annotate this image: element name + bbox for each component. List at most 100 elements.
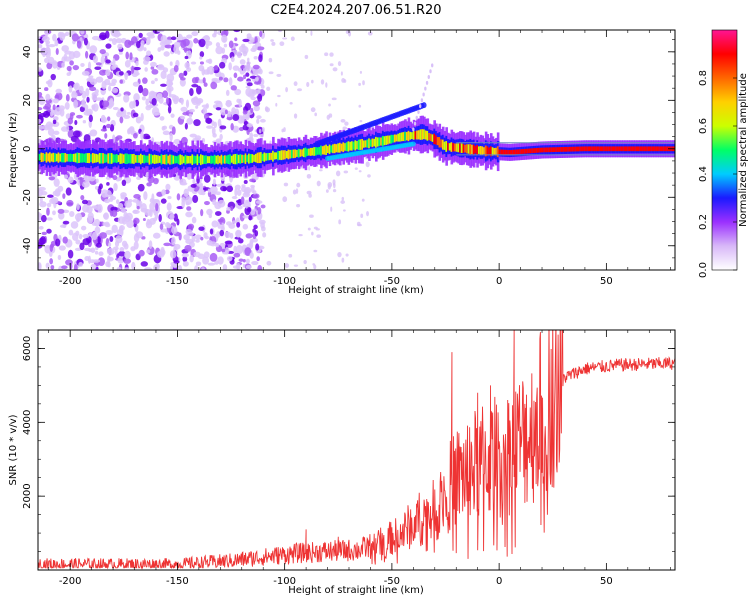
heatmap-cell bbox=[235, 245, 244, 254]
heatmap-cell bbox=[177, 264, 183, 270]
colorbar-tick-label: 0.0 bbox=[698, 262, 709, 278]
heatmap-cell bbox=[55, 238, 61, 247]
heatmap-cell bbox=[183, 234, 190, 241]
heatmap-cell bbox=[202, 35, 211, 41]
heatmap-cell bbox=[365, 161, 370, 168]
heatmap-cell bbox=[260, 204, 266, 209]
heatmap-cell bbox=[157, 47, 162, 52]
heatmap-cell bbox=[89, 86, 97, 92]
heatmap-cell bbox=[158, 213, 162, 223]
heatmap-cell bbox=[203, 251, 210, 259]
heatmap-cell bbox=[162, 90, 169, 99]
heatmap-cell bbox=[252, 193, 260, 199]
heatmap-cell bbox=[46, 228, 52, 234]
heatmap-cell bbox=[219, 61, 226, 69]
heatmap-cell bbox=[215, 107, 222, 111]
heatmap-cell bbox=[464, 144, 467, 153]
heatmap-cell bbox=[226, 116, 233, 121]
heatmap-cell bbox=[203, 82, 208, 87]
heatmap-cell bbox=[95, 97, 103, 101]
heatmap-cell bbox=[467, 144, 471, 154]
heatmap-cell bbox=[206, 125, 214, 129]
heatmap-cell bbox=[193, 251, 201, 258]
heatmap-cell bbox=[311, 79, 314, 84]
heatmap-cell bbox=[306, 173, 312, 179]
heatmap-cell bbox=[246, 61, 251, 65]
heatmap-cell bbox=[124, 39, 132, 49]
heatmap-cell bbox=[505, 149, 509, 155]
heatmap-cell bbox=[426, 130, 430, 141]
heatmap-cell bbox=[275, 152, 279, 160]
heatmap-cell bbox=[457, 143, 460, 153]
heatmap-cell bbox=[409, 131, 412, 140]
heatmap-cell bbox=[433, 133, 436, 145]
heatmap-cell bbox=[124, 153, 128, 164]
heatmap-cell bbox=[222, 155, 225, 164]
x-tick-label: -200 bbox=[59, 276, 82, 287]
heatmap-cell bbox=[271, 41, 276, 46]
heatmap-cell bbox=[284, 263, 290, 268]
heatmap-cell bbox=[343, 79, 347, 83]
heatmap-cell bbox=[166, 73, 175, 83]
heatmap-cell bbox=[448, 143, 452, 151]
heatmap-cell bbox=[135, 60, 139, 67]
heatmap-cell bbox=[240, 65, 245, 69]
heatmap-cell bbox=[524, 148, 527, 154]
heatmap-cell bbox=[282, 150, 285, 160]
heatmap-cell bbox=[146, 32, 155, 37]
heatmap-cell bbox=[127, 127, 135, 134]
heatmap-cell bbox=[304, 54, 309, 59]
heatmap-cell bbox=[244, 247, 252, 257]
heatmap-cell bbox=[123, 114, 131, 119]
heatmap-cell bbox=[240, 196, 245, 205]
heatmap-cell bbox=[134, 72, 140, 76]
heatmap-cell bbox=[79, 242, 85, 251]
heatmap-cell bbox=[165, 97, 170, 105]
heatmap-cell bbox=[203, 232, 208, 239]
heatmap-cell bbox=[162, 130, 170, 136]
heatmap-cell bbox=[178, 72, 185, 79]
heatmap-cell bbox=[237, 238, 244, 244]
heatmap-cell bbox=[173, 243, 181, 250]
heatmap-cell bbox=[160, 154, 164, 165]
heatmap-cell bbox=[81, 225, 87, 231]
heatmap-cell bbox=[343, 170, 349, 174]
heatmap-cell bbox=[146, 155, 150, 163]
heatmap-cell bbox=[50, 265, 55, 270]
heatmap-cell bbox=[325, 189, 329, 193]
heatmap-cell bbox=[429, 133, 433, 142]
heatmap-cell bbox=[221, 248, 226, 253]
heatmap-cell bbox=[544, 147, 548, 153]
heatmap-cell bbox=[366, 210, 369, 217]
heatmap-cell bbox=[186, 155, 189, 164]
heatmap-cell bbox=[146, 50, 152, 57]
heatmap-cell bbox=[246, 206, 252, 213]
heatmap-cell bbox=[186, 117, 194, 125]
heatmap-cell bbox=[257, 249, 260, 254]
heatmap-cell bbox=[292, 149, 296, 159]
heatmap-cell bbox=[285, 150, 289, 159]
heatmap-cell bbox=[337, 61, 342, 67]
heatmap-cell bbox=[171, 126, 176, 135]
heatmap-cell bbox=[148, 153, 152, 165]
heatmap-cell bbox=[474, 146, 478, 154]
heatmap-cell bbox=[189, 133, 197, 138]
heatmap-cell bbox=[98, 251, 104, 257]
heatmap-cell bbox=[169, 213, 175, 220]
heatmap-cell bbox=[295, 188, 299, 194]
heatmap-cell bbox=[78, 262, 84, 267]
heatmap-cell bbox=[534, 148, 538, 153]
heatmap-cell bbox=[226, 255, 233, 262]
heatmap-cell bbox=[555, 147, 558, 152]
heatmap-cell bbox=[234, 88, 242, 96]
heatmap-cell bbox=[125, 51, 130, 60]
heatmap-cell bbox=[357, 139, 361, 151]
heatmap-cell bbox=[568, 146, 572, 152]
heatmap-cell bbox=[338, 142, 342, 153]
heatmap-cell bbox=[169, 154, 172, 165]
heatmap-cell bbox=[64, 101, 70, 110]
heatmap-cell bbox=[412, 127, 415, 132]
heatmap-cell bbox=[231, 195, 238, 200]
heatmap-cell bbox=[138, 84, 144, 94]
